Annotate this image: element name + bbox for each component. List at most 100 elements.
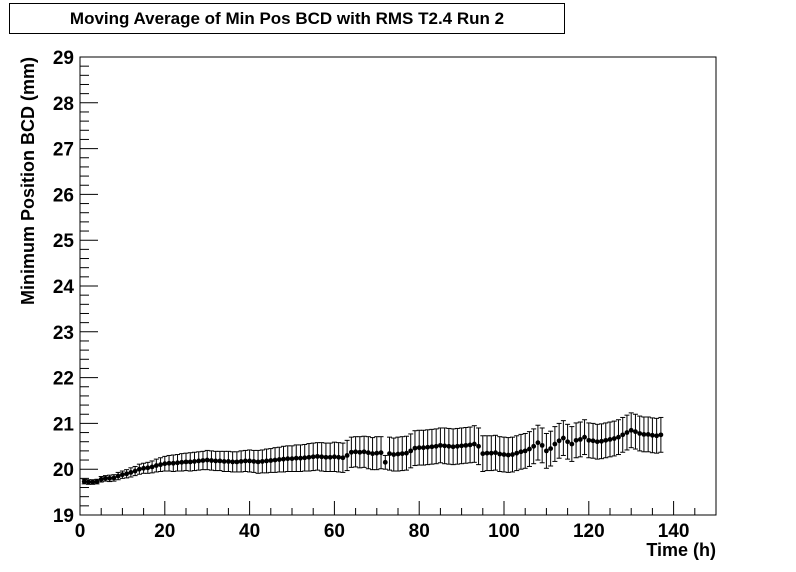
y-tick-label: 26 xyxy=(53,185,74,206)
data-point xyxy=(225,450,231,472)
data-point xyxy=(378,436,384,470)
data-point xyxy=(450,428,456,466)
data-point xyxy=(509,436,515,473)
data-point xyxy=(391,437,397,472)
data-marker xyxy=(594,439,600,445)
data-point xyxy=(416,429,422,466)
data-point xyxy=(242,449,248,472)
data-marker xyxy=(535,440,541,446)
data-point xyxy=(620,416,626,453)
x-tick-label: 40 xyxy=(239,521,260,542)
data-point xyxy=(543,432,549,469)
data-point xyxy=(302,443,308,472)
data-point xyxy=(259,449,265,474)
data-marker xyxy=(471,441,477,447)
data-marker xyxy=(582,434,587,440)
data-point xyxy=(590,422,596,459)
y-tick-label: 19 xyxy=(53,506,74,527)
data-point xyxy=(552,426,558,462)
data-marker xyxy=(370,451,375,457)
data-marker xyxy=(353,449,358,455)
data-marker xyxy=(501,452,507,457)
data-marker xyxy=(234,459,240,465)
data-marker xyxy=(527,446,532,452)
data-marker xyxy=(327,454,333,460)
data-point xyxy=(408,433,414,469)
data-point xyxy=(497,436,503,472)
data-point xyxy=(264,448,270,474)
y-tick-label: 25 xyxy=(53,231,75,252)
data-marker xyxy=(230,459,236,465)
data-point xyxy=(124,469,130,479)
data-marker xyxy=(565,439,570,445)
data-point xyxy=(196,451,202,471)
axis-ticks xyxy=(79,56,717,516)
data-marker xyxy=(302,455,308,461)
data-point xyxy=(459,427,465,465)
x-tick-label: 80 xyxy=(409,521,430,542)
data-point xyxy=(149,460,155,474)
data-marker xyxy=(226,459,231,464)
data-marker xyxy=(560,435,566,441)
data-point xyxy=(158,457,164,472)
data-point xyxy=(395,436,401,472)
data-marker xyxy=(442,443,448,449)
data-point xyxy=(353,436,359,468)
data-marker xyxy=(348,449,354,455)
data-marker xyxy=(90,479,96,485)
data-point xyxy=(281,445,287,473)
data-point xyxy=(90,479,96,485)
data-marker xyxy=(480,451,486,457)
data-point xyxy=(247,449,253,473)
data-marker xyxy=(382,459,388,465)
data-point xyxy=(153,458,159,473)
data-point xyxy=(467,426,473,464)
data-marker xyxy=(259,459,265,464)
data-point xyxy=(306,443,312,472)
data-marker xyxy=(204,457,210,463)
data-point xyxy=(522,432,528,469)
data-marker xyxy=(412,445,418,451)
x-tick-label: 120 xyxy=(573,521,605,542)
y-tick-label: 23 xyxy=(53,323,74,344)
data-point xyxy=(289,445,295,472)
data-marker xyxy=(421,445,426,451)
data-marker xyxy=(620,432,626,438)
data-point xyxy=(107,474,113,483)
data-marker xyxy=(293,455,299,461)
data-marker xyxy=(484,450,490,456)
data-marker xyxy=(488,450,494,456)
data-marker xyxy=(645,431,651,437)
x-axis-label: Time (h) xyxy=(646,540,716,560)
data-point xyxy=(238,450,244,473)
data-marker xyxy=(577,437,583,442)
data-marker xyxy=(416,445,422,451)
data-point xyxy=(535,424,541,461)
data-marker xyxy=(221,459,227,464)
data-point xyxy=(191,451,197,472)
data-marker xyxy=(548,446,554,451)
data-marker xyxy=(179,459,185,465)
data-marker xyxy=(429,444,435,450)
data-marker xyxy=(94,479,100,484)
y-tick-label: 27 xyxy=(53,140,74,161)
data-marker xyxy=(124,471,130,477)
data-marker xyxy=(522,448,528,454)
data-marker xyxy=(425,444,431,450)
data-point xyxy=(471,425,477,463)
data-marker xyxy=(654,433,660,439)
data-marker xyxy=(306,454,312,460)
data-marker xyxy=(120,472,125,478)
y-tick-label: 22 xyxy=(53,369,74,390)
data-point xyxy=(310,442,316,472)
x-tick-label: 20 xyxy=(154,521,175,542)
data-point xyxy=(632,413,638,450)
data-point xyxy=(230,451,236,473)
data-point xyxy=(361,435,367,468)
data-marker xyxy=(539,442,545,448)
data-point xyxy=(501,436,507,473)
data-marker xyxy=(607,437,613,442)
data-marker xyxy=(264,458,269,464)
data-marker xyxy=(145,465,151,471)
